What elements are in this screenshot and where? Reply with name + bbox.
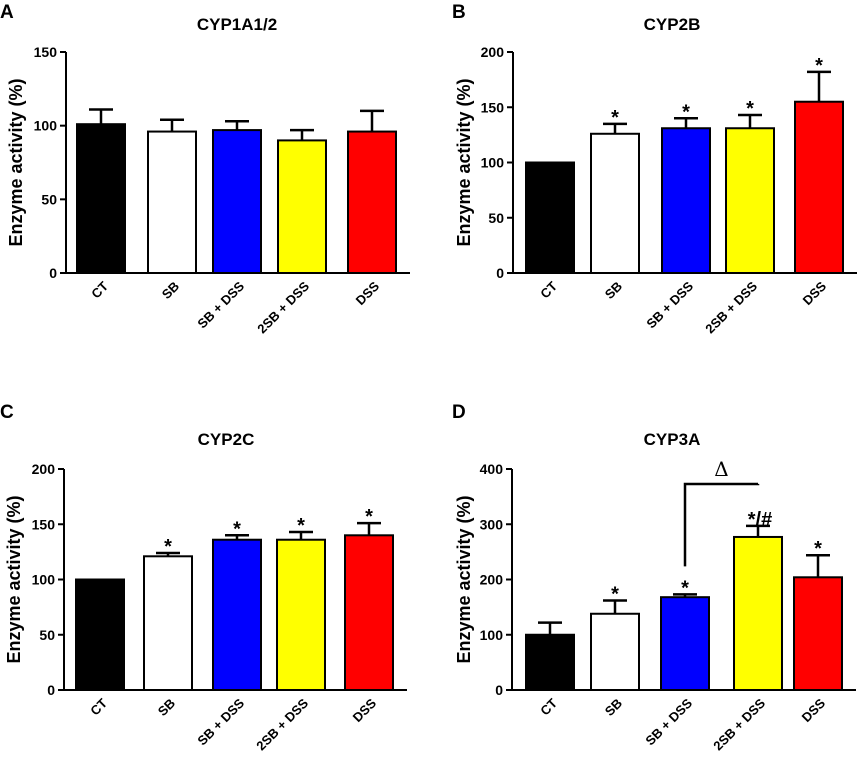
y-tick-label: 200 bbox=[480, 572, 504, 588]
bar-dss bbox=[344, 534, 394, 691]
panel-label: D bbox=[452, 402, 466, 423]
bar-ct bbox=[525, 633, 575, 691]
significance-marker: * bbox=[681, 577, 689, 599]
y-tick-label: 50 bbox=[41, 191, 57, 207]
chart-title: CYP2B bbox=[644, 15, 701, 34]
y-tick-label: 400 bbox=[480, 461, 504, 477]
y-tick-label: 0 bbox=[49, 265, 57, 281]
x-tick-label: SB + DSS bbox=[194, 695, 247, 748]
y-tick-label: 50 bbox=[39, 627, 55, 643]
x-tick-label: SB bbox=[159, 279, 182, 302]
x-tick-label: 2SB + DSS bbox=[710, 695, 768, 753]
bar-dss bbox=[793, 576, 843, 691]
y-tick-label: 0 bbox=[496, 265, 504, 281]
y-tick-label: 200 bbox=[32, 461, 56, 477]
bar-sb-dss bbox=[661, 127, 711, 274]
y-tick-label: 100 bbox=[481, 155, 505, 171]
bar-2sb-dss bbox=[725, 127, 775, 274]
panel-label: C bbox=[0, 402, 14, 423]
y-axis-label: Enzyme activity (%) bbox=[454, 78, 474, 246]
bar-dss bbox=[347, 130, 397, 274]
comparison-bracket bbox=[683, 482, 760, 567]
significance-marker: * bbox=[164, 536, 172, 558]
panel-d: D CYP3A Enzyme activity (%) 0 100 200 300 400 CT… bbox=[452, 402, 856, 753]
bar-sb bbox=[590, 132, 640, 274]
bar-ct bbox=[76, 123, 126, 275]
bar-2sb-dss bbox=[733, 535, 783, 692]
significance-marker: * bbox=[746, 98, 754, 120]
y-tick-label: 50 bbox=[488, 210, 504, 226]
x-tick-label: DSS bbox=[800, 278, 830, 308]
bar-ct bbox=[75, 578, 125, 691]
significance-marker: * bbox=[815, 55, 823, 77]
comparison-label: Δ bbox=[714, 457, 728, 481]
significance-marker: * bbox=[297, 515, 305, 537]
x-tick-label: DSS bbox=[350, 695, 380, 725]
significance-marker: * bbox=[682, 101, 690, 123]
x-tick-label: SB bbox=[155, 696, 178, 719]
significance-marker: * bbox=[233, 518, 241, 540]
y-tick-label: 100 bbox=[32, 572, 56, 588]
bar-sb bbox=[143, 555, 193, 691]
significance-marker: * bbox=[611, 583, 619, 605]
x-tick-label: CT bbox=[537, 278, 560, 301]
bar-sb-dss bbox=[212, 538, 262, 691]
y-tick-label: 100 bbox=[34, 118, 58, 134]
x-tick-label: CT bbox=[87, 695, 110, 718]
x-tick-label: SB bbox=[602, 279, 625, 302]
x-tick-label: SB bbox=[602, 696, 625, 719]
x-tick-label: DSS bbox=[799, 695, 829, 725]
x-tick-label: 2SB + DSS bbox=[253, 695, 311, 753]
x-tick-label: CT bbox=[537, 695, 560, 718]
significance-marker: * bbox=[611, 107, 619, 129]
y-tick-label: 0 bbox=[495, 682, 503, 698]
y-tick-label: 150 bbox=[481, 99, 505, 115]
bar-dss bbox=[794, 100, 844, 274]
bar-sb-dss bbox=[212, 129, 262, 274]
y-axis-label: Enzyme activity (%) bbox=[6, 78, 26, 246]
y-tick-label: 150 bbox=[32, 516, 56, 532]
y-tick-label: 100 bbox=[480, 627, 504, 643]
chart-title: CYP1A1/2 bbox=[197, 15, 277, 34]
bar-sb bbox=[590, 612, 640, 692]
significance-marker: */# bbox=[748, 509, 772, 531]
bar-2sb-dss bbox=[277, 139, 327, 274]
x-tick-label: 2SB + DSS bbox=[254, 278, 312, 336]
panel-a: A CYP1A1/2 Enzyme activity (%) 0 50 100 150 CT S… bbox=[0, 2, 410, 336]
bar-sb-dss bbox=[660, 596, 710, 691]
x-tick-label: SB + DSS bbox=[642, 695, 695, 748]
significance-marker: * bbox=[814, 538, 822, 560]
panel-c: C CYP2C Enzyme activity (%) 0 50 100 150 200 CT *… bbox=[0, 402, 407, 753]
y-axis-label: Enzyme activity (%) bbox=[454, 495, 474, 663]
y-tick-label: 0 bbox=[47, 682, 55, 698]
panel-label: A bbox=[0, 2, 14, 23]
x-tick-label: DSS bbox=[353, 278, 383, 308]
bar-ct bbox=[525, 161, 575, 274]
panel-b: B CYP2B Enzyme activity (%) 0 50 100 150 200 CT *… bbox=[452, 2, 857, 336]
y-axis-label: Enzyme activity (%) bbox=[4, 495, 24, 663]
x-tick-label: CT bbox=[88, 278, 111, 301]
panel-label: B bbox=[452, 2, 466, 23]
x-tick-label: 2SB + DSS bbox=[702, 278, 760, 336]
bar-2sb-dss bbox=[276, 538, 326, 691]
y-tick-label: 150 bbox=[34, 44, 58, 60]
bar-sb bbox=[147, 130, 197, 274]
x-tick-label: SB + DSS bbox=[194, 278, 247, 331]
chart-title: CYP2C bbox=[198, 430, 255, 449]
y-tick-label: 200 bbox=[481, 44, 505, 60]
significance-marker: * bbox=[365, 506, 373, 528]
x-tick-label: SB + DSS bbox=[643, 278, 696, 331]
y-tick-label: 300 bbox=[480, 516, 504, 532]
chart-title: CYP3A bbox=[644, 430, 701, 449]
